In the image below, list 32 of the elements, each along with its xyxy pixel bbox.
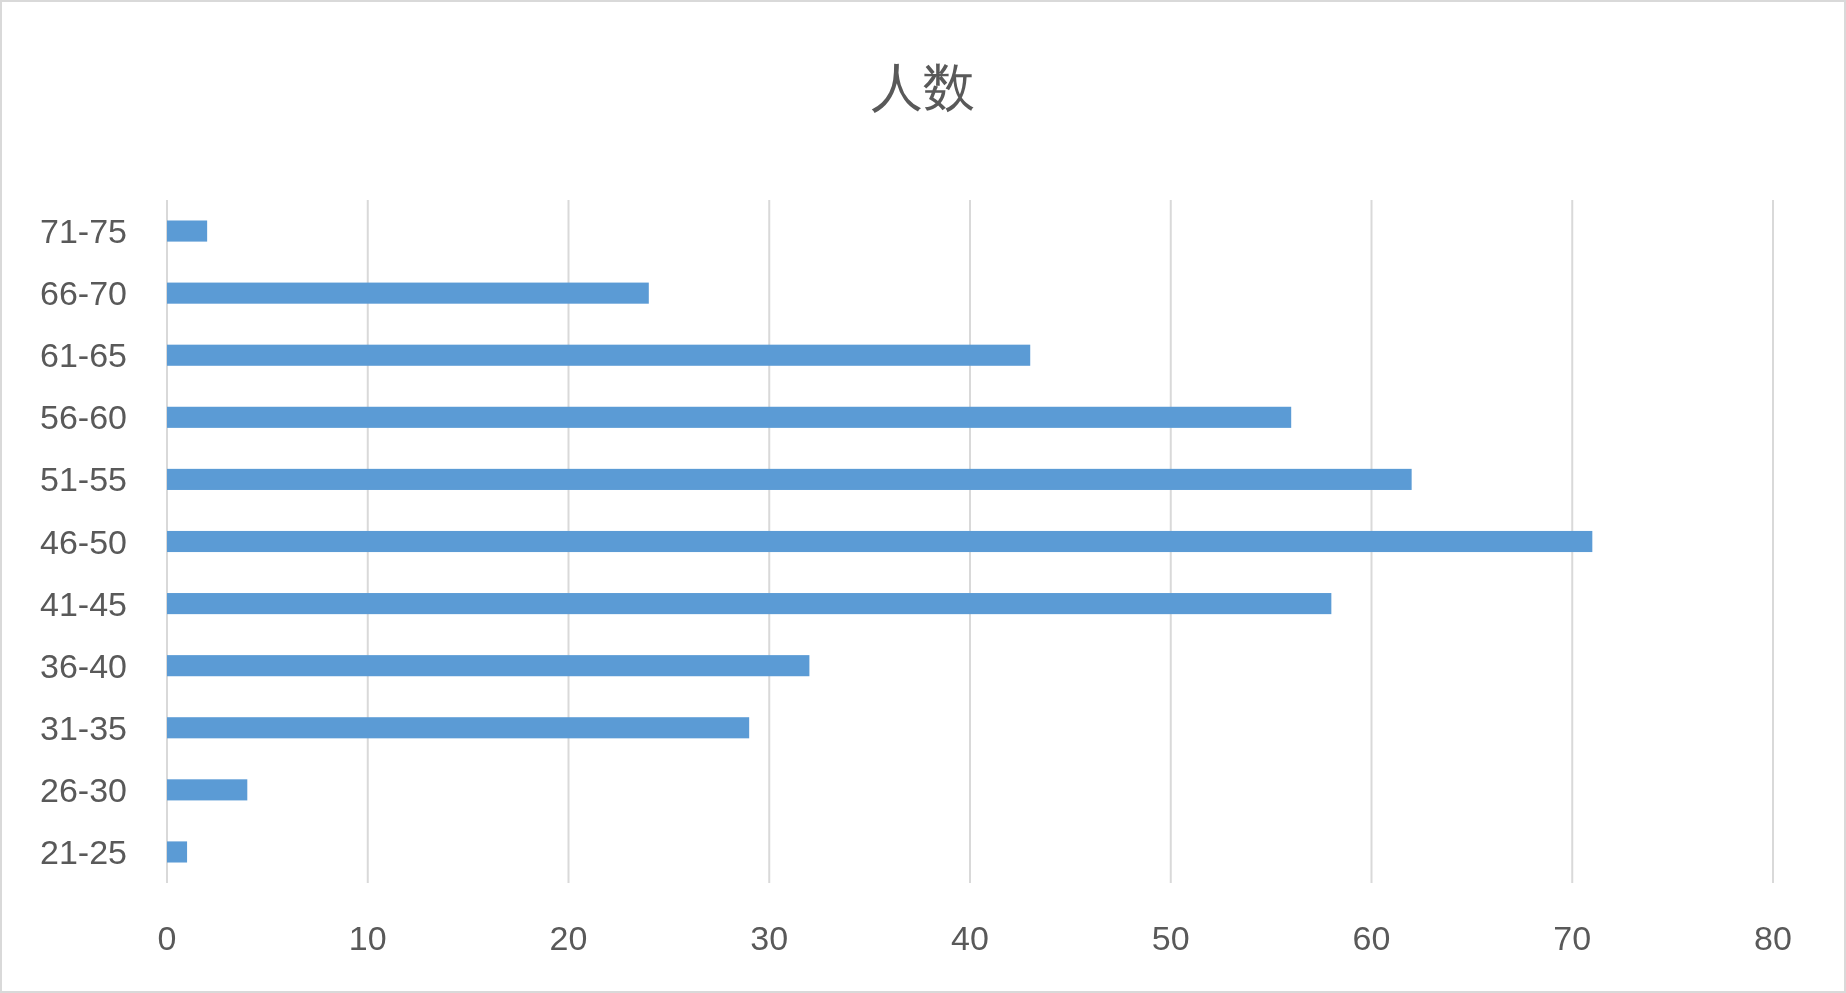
y-tick-label: 56-60 [40,398,127,437]
y-tick-label: 21-25 [40,832,127,871]
x-tick-label: 70 [1553,919,1592,957]
bar [167,841,188,863]
y-tick-label: 66-70 [40,274,127,313]
y-tick-label: 51-55 [40,460,127,499]
bar [167,282,649,304]
bar [167,530,1593,553]
x-tick-label: 80 [1754,919,1792,957]
bar [167,344,1031,366]
x-tick-label: 10 [348,919,387,957]
x-tick-label: 50 [1151,919,1190,957]
x-tick-label: 30 [750,919,789,957]
bar [167,406,1292,428]
bar [167,220,208,242]
bar [167,779,248,801]
bar [167,717,750,739]
bar [167,593,1332,615]
x-tick-label: 40 [951,919,989,957]
chart-title: 人数 [871,58,975,116]
x-tick-label: 20 [549,919,588,957]
y-tick-label: 36-40 [40,646,127,685]
x-tick-label: 60 [1352,919,1391,957]
y-tick-label: 46-50 [40,522,127,561]
y-tick-label: 61-65 [40,336,127,375]
bar [167,655,810,677]
y-tick-label: 71-75 [40,212,127,251]
y-tick-label: 41-45 [40,584,127,623]
y-tick-label: 26-30 [40,770,127,809]
x-tick-label: 0 [157,919,177,957]
y-tick-label: 31-35 [40,708,127,747]
bar [167,468,1412,490]
